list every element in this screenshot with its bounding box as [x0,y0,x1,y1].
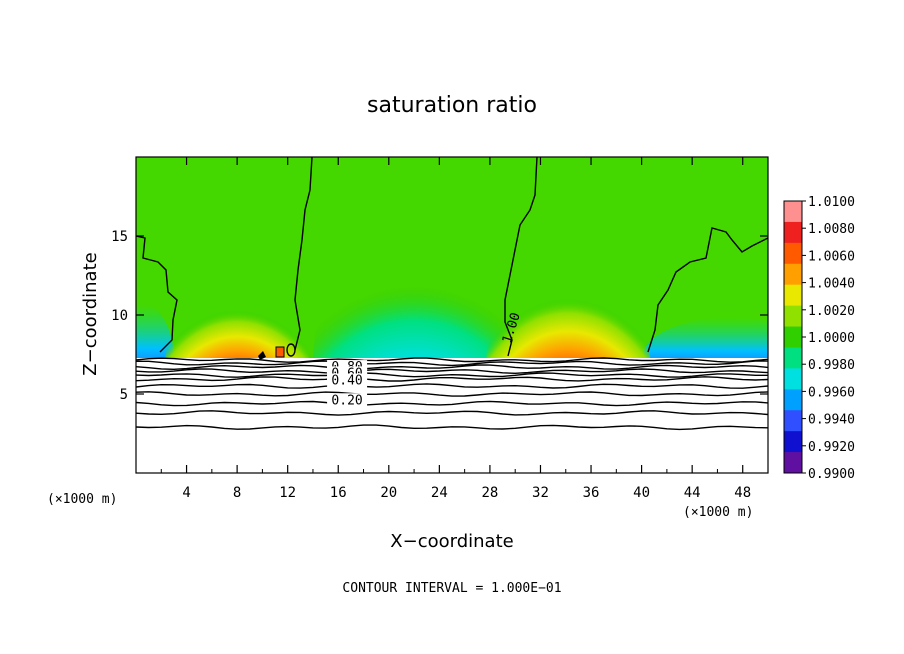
colorbar-label: 1.0100 [808,195,855,210]
colorbar-swatch [784,326,802,348]
colorbar-swatch [784,263,802,286]
supersaturated-core-2 [486,237,651,358]
colorbar: 1.0100 1.0080 1.0060 1.0040 1.0020 1.0000 0.99… [783,195,855,482]
x-tick-label: 36 [583,485,600,501]
contour-line-2 [136,364,768,371]
x-axis-unit: (×1000 m) [683,505,753,520]
x-tick-label: 28 [481,485,498,501]
contour-line-10 [136,424,768,431]
colorbar-swatch [784,347,802,369]
colorbar-swatch [784,201,802,223]
contour-family [136,357,768,431]
y-tick-label: 5 [120,387,128,403]
contour-label: 0.40 [331,374,362,389]
x-tick-label: 40 [633,485,650,501]
contour-lines [136,157,768,431]
contour-fragment [258,351,266,360]
contour-line-5 [136,376,768,382]
colorbar-label: 0.9900 [808,467,855,482]
colorbar-label: 1.0060 [808,249,855,264]
colorbar-label: 1.0040 [808,277,855,292]
y-tick-label: 15 [111,229,128,245]
colorbar-label: 0.9920 [808,440,855,455]
colorbar-swatch [784,242,802,265]
right-edge-zone [641,317,768,358]
colorbar-label: 1.0020 [808,304,855,319]
core-fragment [275,346,285,358]
x-tick-label: 12 [279,485,296,501]
contour-line-8 [136,400,768,407]
contour-small-loop [286,343,296,357]
contour-unit-left [136,235,178,353]
contour-line-3 [136,368,768,375]
contour-line-7 [136,391,768,397]
colorbar-label: 0.9980 [808,358,855,373]
x-tick-label: 4 [182,485,190,501]
contour-label: 0.20 [331,393,362,408]
colorbar-swatch [784,221,802,244]
colorbar-label: 1.0000 [808,331,855,346]
x-tick-label: 32 [532,485,549,501]
x-axis-label: X−coordinate [390,531,513,552]
colorbar-swatch [784,368,802,390]
plot-details [258,346,285,360]
colorbar-label: 1.0080 [808,222,855,237]
x-tick-label: 20 [380,485,397,501]
contour-line-1 [136,360,768,367]
contour-unit-right [647,227,768,353]
colorbar-swatch [784,284,802,307]
contour-label-bg [327,393,368,408]
contour-label-bg [327,373,368,388]
contour-line-6 [136,383,768,389]
x-tick-label: 44 [684,485,701,501]
contour-line-9 [136,410,768,416]
colorbar-swatch [784,410,802,432]
x-tick-label: 16 [330,485,347,501]
colorbar-swatch [784,389,802,411]
contour-line-0 [136,357,768,363]
colorbar-swatch [784,452,802,474]
x-tick-label: 48 [734,485,751,501]
subsaturated-zone [312,236,516,358]
saturation-field [136,157,768,358]
chart-title: saturation ratio [367,93,537,118]
contour-interval-note: CONTOUR INTERVAL = 1.000E−01 [342,581,561,596]
x-tick-label: 24 [431,485,448,501]
colorbar-label: 0.9960 [808,385,855,400]
colorbar-label: 0.9940 [808,413,855,428]
colorbar-swatch [784,305,802,328]
y-axis-ticks: 5 10 15 [111,229,768,403]
x-axis-ticks: 4 8 12 16 20 24 28 32 36 40 44 48 [160,157,751,501]
colorbar-swatch [784,431,802,453]
z-axis-unit: (×1000 m) [47,492,117,507]
y-axis-label: Z−coordinate [80,252,101,375]
contour-line-4 [136,372,768,378]
contour-unit-center-right [504,157,538,357]
x-tick-label: 8 [233,485,241,501]
contour-unit-center-left [294,157,313,351]
y-tick-label: 10 [111,308,128,324]
left-edge-zone [136,304,174,358]
supersaturated-core-1 [165,260,309,358]
